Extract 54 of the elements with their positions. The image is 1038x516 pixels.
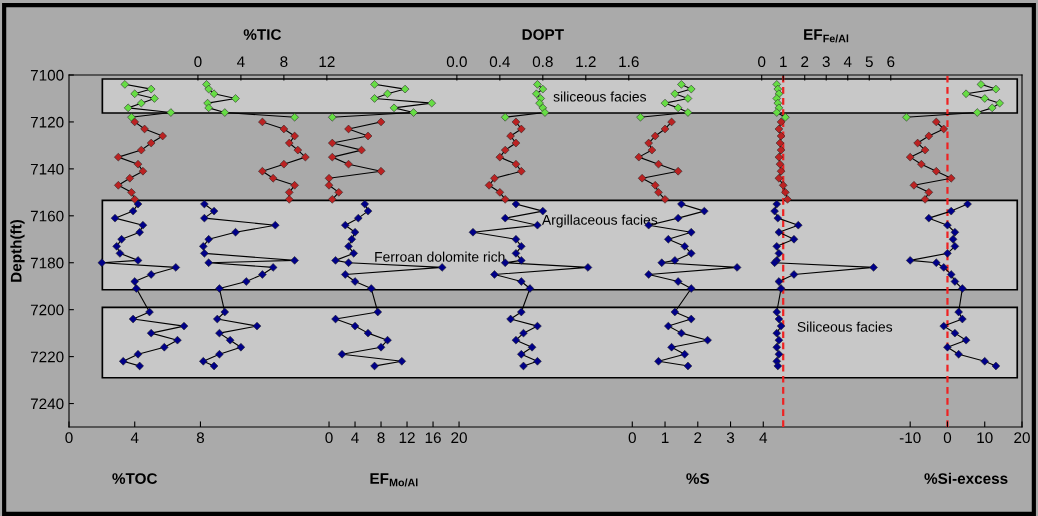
x-tick-label: 5 xyxy=(865,56,873,68)
x-tick-label: 4 xyxy=(843,56,852,67)
y-tick-label: 7100 xyxy=(30,69,64,81)
x-tick-label: 3 xyxy=(822,56,830,68)
annotation: Siliceous facies xyxy=(797,321,893,332)
x-tick-label: 4 xyxy=(237,56,245,67)
x-tick-label: 20 xyxy=(451,432,467,444)
x-tick-label: 2 xyxy=(694,432,702,443)
x-tick-label: 8 xyxy=(377,432,385,444)
x-tick-label: 2 xyxy=(801,56,809,67)
x-tick-label: 0 xyxy=(628,432,636,444)
x-tick-label: 0 xyxy=(65,432,73,444)
x-tick-label: 1.2 xyxy=(576,56,596,67)
x-tick-label: 4 xyxy=(130,432,139,443)
x-tick-label: 0.8 xyxy=(532,56,553,68)
y-tick-label: 7160 xyxy=(30,210,64,222)
x-tick-label: 6 xyxy=(887,56,895,68)
x-axis-title: %Si-excess xyxy=(924,472,1008,484)
x-tick-label: 20 xyxy=(1014,432,1030,444)
y-tick-label: 7240 xyxy=(30,398,64,410)
annotation: Ferroan dolomite rich xyxy=(375,251,505,262)
x-axis-title: %S xyxy=(686,473,710,484)
x-tick-label: 1.6 xyxy=(619,56,639,68)
annotation: Argillaceous facies xyxy=(541,214,658,228)
x-tick-label: 10 xyxy=(977,432,993,444)
x-tick-label: 1 xyxy=(661,432,669,443)
x-tick-label: 8 xyxy=(196,432,205,444)
x-tick-label: 16 xyxy=(425,432,441,444)
annotation: siliceous facies xyxy=(553,91,647,102)
x-axis-title: EF$_{Mo/Al}$ xyxy=(370,473,418,487)
x-tick-label: 0 xyxy=(194,56,202,68)
x-tick-label: 0.4 xyxy=(489,56,511,68)
y-axis-title: Depth(ft) xyxy=(10,219,25,282)
x-tick-label: -10 xyxy=(899,432,921,444)
x-tick-label: 12 xyxy=(399,432,415,443)
x-tick-label: 0 xyxy=(325,432,333,444)
x-tick-label: 0 xyxy=(943,432,952,444)
x-axis-title: %TOC xyxy=(112,473,158,484)
x-tick-label: 4 xyxy=(759,432,768,443)
y-tick-label: 7200 xyxy=(30,304,64,316)
x-tick-label: 0 xyxy=(758,56,766,68)
x-tick-label: 4 xyxy=(351,432,359,443)
y-tick-label: 7220 xyxy=(30,351,64,363)
y-tick-label: 7120 xyxy=(30,116,64,128)
x-tick-label: 0.0 xyxy=(446,56,467,68)
x-tick-label: 3 xyxy=(726,432,735,444)
y-tick-label: 7140 xyxy=(30,163,64,175)
x-axis-title: %TIC xyxy=(243,29,282,40)
x-axis-title: DOPT xyxy=(522,29,564,40)
x-tick-label: 8 xyxy=(280,56,288,68)
x-tick-label: 1 xyxy=(780,56,787,67)
x-axis-title: EF$_{Fe/Al}$ xyxy=(804,29,849,43)
y-tick-label: 7180 xyxy=(30,257,64,269)
x-tick-label: 12 xyxy=(319,56,335,67)
